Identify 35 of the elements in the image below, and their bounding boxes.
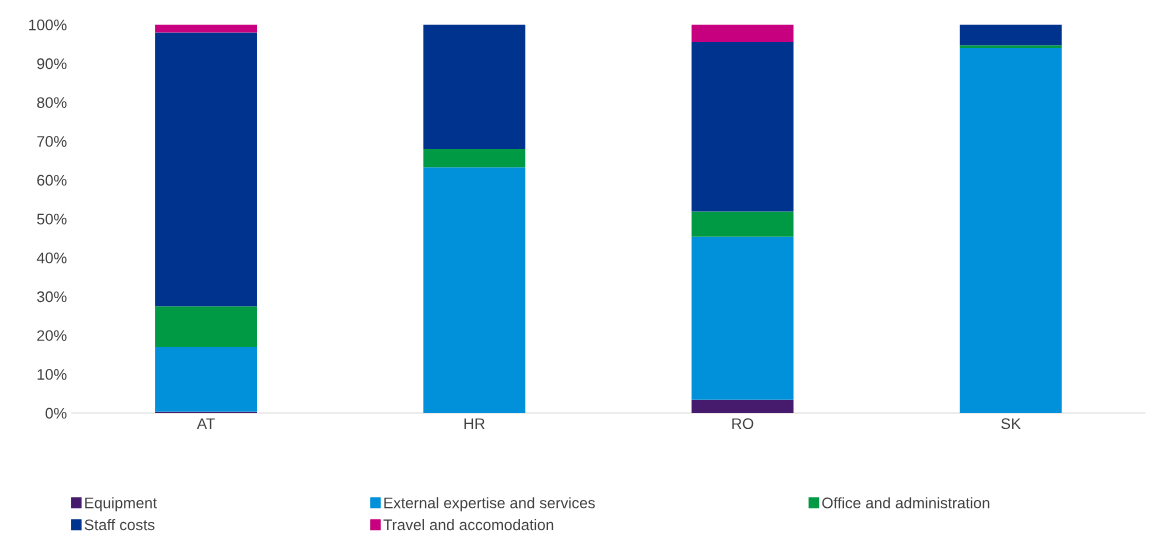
y-tick-label: 70%: [37, 135, 67, 147]
bar: [691, 211, 794, 237]
bar: [691, 399, 794, 413]
legend-label: Travel and accomodation: [383, 519, 554, 531]
x-tick-label: SK: [1001, 418, 1021, 430]
bar: [423, 148, 526, 168]
legend-label: External expertise and services: [384, 497, 595, 512]
bar: [959, 45, 1062, 48]
y-tick-label: 60%: [37, 174, 67, 186]
legend-label: Equipment: [85, 497, 157, 512]
bar: [959, 47, 1062, 413]
y-tick-label: 30%: [37, 291, 67, 303]
y-tick-label: 50%: [37, 213, 67, 225]
bar: [691, 42, 794, 212]
bar: [155, 24, 258, 33]
y-tick-label: 40%: [36, 252, 67, 264]
bar: [423, 24, 526, 149]
y-tick-label: 20%: [37, 330, 67, 341]
y-tick-label: 10%: [37, 369, 67, 380]
bar: [959, 24, 1062, 46]
y-tick-label: 100%: [29, 19, 67, 31]
x-tick-label: HR: [464, 418, 485, 429]
bar: [155, 346, 258, 412]
bar: [691, 236, 794, 400]
legend-label: Staff costs: [84, 519, 155, 531]
bar: [155, 306, 258, 347]
x-tick-label: RO: [732, 418, 754, 430]
x-tick-label: AT: [196, 418, 215, 429]
bar: [423, 167, 526, 413]
bar: [691, 24, 794, 43]
y-tick-label: 0%: [45, 407, 67, 419]
bar: [155, 32, 258, 307]
legend-label: Office and administration: [822, 497, 990, 509]
y-tick-label: 80%: [37, 97, 67, 108]
y-tick-label: 90%: [37, 58, 67, 70]
